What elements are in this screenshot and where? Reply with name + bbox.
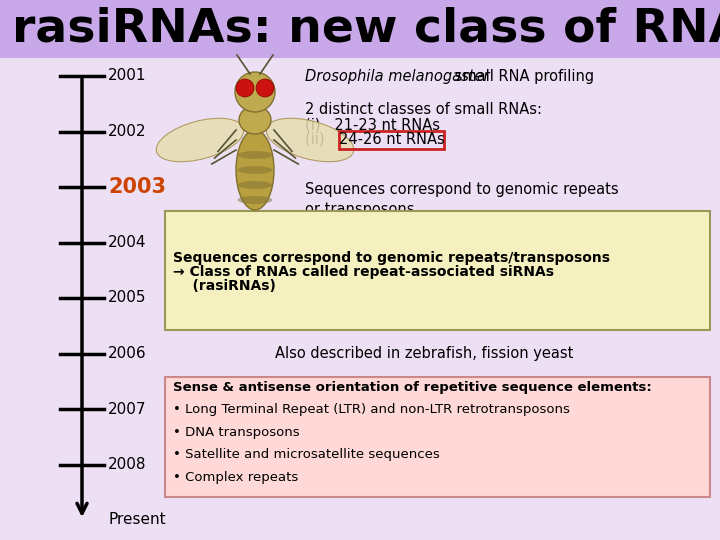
- Text: 2 distinct classes of small RNAs:: 2 distinct classes of small RNAs:: [305, 102, 542, 117]
- Text: Sense & antisense orientation of repetitive sequence elements:: Sense & antisense orientation of repetit…: [173, 381, 652, 394]
- Text: rasiRNAs: new class of RNAs: rasiRNAs: new class of RNAs: [12, 6, 720, 51]
- Circle shape: [236, 79, 254, 97]
- Text: • Long Terminal Repeat (LTR) and non-LTR retrotransposons: • Long Terminal Repeat (LTR) and non-LTR…: [173, 403, 570, 416]
- Ellipse shape: [266, 118, 354, 162]
- Bar: [0, 0, 720, 58]
- Text: Drosophila melanogaster: Drosophila melanogaster: [305, 69, 490, 84]
- Text: • DNA transposons: • DNA transposons: [173, 426, 300, 438]
- Bar: [339, 131, 444, 149]
- Text: 2008: 2008: [108, 457, 146, 472]
- Ellipse shape: [239, 106, 271, 134]
- Text: Sequences correspond to genomic repeats
or transposons: Sequences correspond to genomic repeats …: [305, 182, 618, 217]
- Circle shape: [235, 72, 275, 112]
- Text: 2001: 2001: [108, 69, 146, 84]
- Bar: [165, 211, 710, 330]
- Text: (i)   21-23 nt RNAs: (i) 21-23 nt RNAs: [305, 117, 440, 132]
- Ellipse shape: [236, 130, 274, 210]
- Text: • Complex repeats: • Complex repeats: [173, 471, 298, 484]
- Text: (rasiRNAs): (rasiRNAs): [173, 279, 276, 293]
- Circle shape: [256, 79, 274, 97]
- Ellipse shape: [238, 196, 272, 204]
- Text: Present: Present: [108, 512, 166, 528]
- Ellipse shape: [238, 181, 272, 189]
- Text: • Satellite and microsatellite sequences: • Satellite and microsatellite sequences: [173, 448, 440, 461]
- Text: Also described in zebrafish, fission yeast: Also described in zebrafish, fission yea…: [275, 346, 573, 361]
- Text: 2007: 2007: [108, 402, 146, 416]
- Text: Sequences correspond to genomic repeats/transposons: Sequences correspond to genomic repeats/…: [173, 251, 610, 265]
- Text: small RNA profiling: small RNA profiling: [450, 69, 594, 84]
- Ellipse shape: [156, 118, 244, 162]
- Text: 2003: 2003: [108, 177, 166, 197]
- Text: 2006: 2006: [108, 346, 147, 361]
- Text: 2005: 2005: [108, 291, 146, 306]
- Bar: [165, 377, 710, 496]
- Text: → Class of RNAs called repeat-associated siRNAs: → Class of RNAs called repeat-associated…: [173, 265, 554, 279]
- Text: 24-26 nt RNAs: 24-26 nt RNAs: [338, 132, 444, 147]
- Text: 2002: 2002: [108, 124, 146, 139]
- Text: (ii): (ii): [305, 132, 334, 147]
- Ellipse shape: [238, 166, 272, 174]
- Text: 2004: 2004: [108, 235, 146, 250]
- Ellipse shape: [238, 151, 272, 159]
